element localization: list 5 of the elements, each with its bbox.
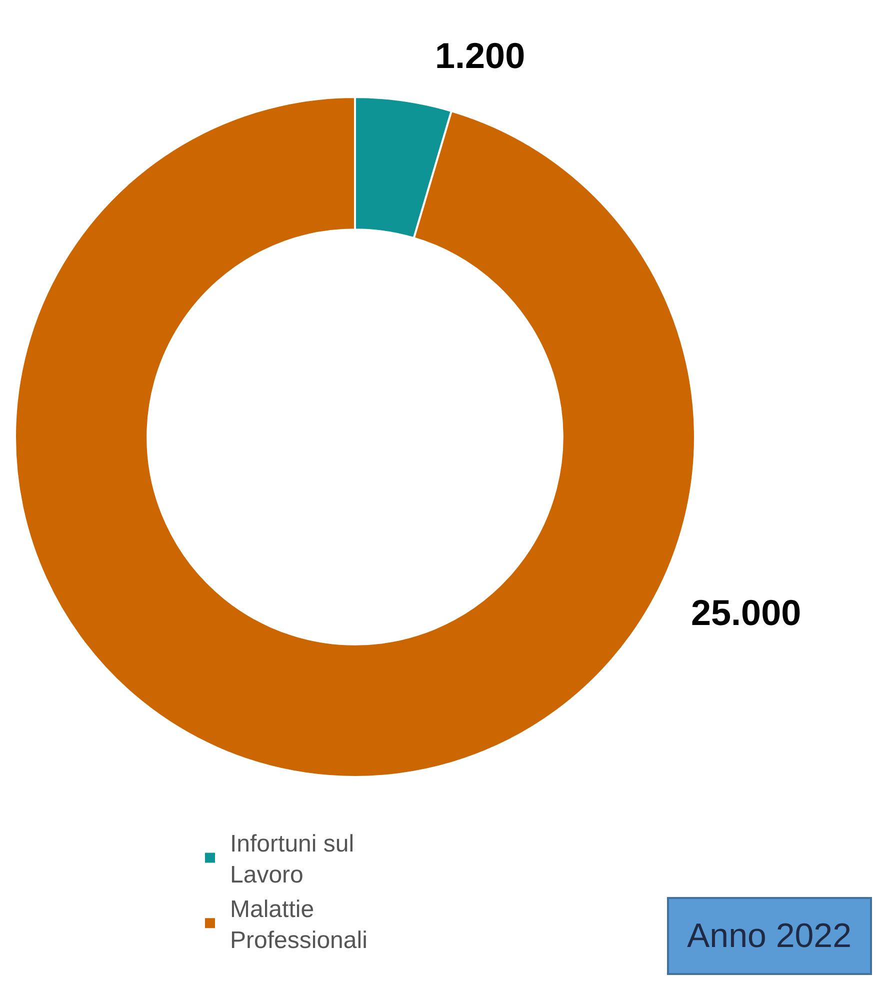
data-label: 25.000 [691,592,802,633]
text: Anno 2022 [687,917,852,955]
data-label: 1.200 [435,35,526,76]
legend-label: Malattie Professionali [230,896,368,954]
legend-label: Infortuni sul Lavoro [230,830,354,889]
